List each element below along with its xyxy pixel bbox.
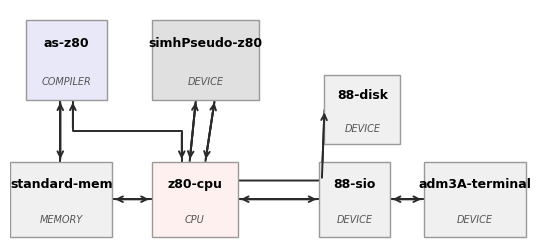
Text: adm3A-terminal: adm3A-terminal [419,178,532,191]
Text: standard-mem: standard-mem [10,178,112,191]
Text: 88-disk: 88-disk [337,89,388,102]
FancyBboxPatch shape [319,162,390,237]
FancyBboxPatch shape [10,162,112,237]
Text: COMPILER: COMPILER [42,77,91,87]
Text: DEVICE: DEVICE [187,77,223,87]
Text: MEMORY: MEMORY [40,215,83,225]
Text: as-z80: as-z80 [44,37,90,50]
Text: DEVICE: DEVICE [457,215,493,225]
FancyBboxPatch shape [325,75,400,144]
FancyBboxPatch shape [151,162,238,237]
Text: DEVICE: DEVICE [337,215,372,225]
Text: DEVICE: DEVICE [344,124,381,134]
FancyBboxPatch shape [151,20,259,100]
FancyBboxPatch shape [424,162,526,237]
Text: CPU: CPU [185,215,205,225]
Text: simhPseudo-z80: simhPseudo-z80 [148,37,262,50]
Text: z80-cpu: z80-cpu [167,178,222,191]
FancyBboxPatch shape [26,20,107,100]
Text: 88-sio: 88-sio [333,178,376,191]
